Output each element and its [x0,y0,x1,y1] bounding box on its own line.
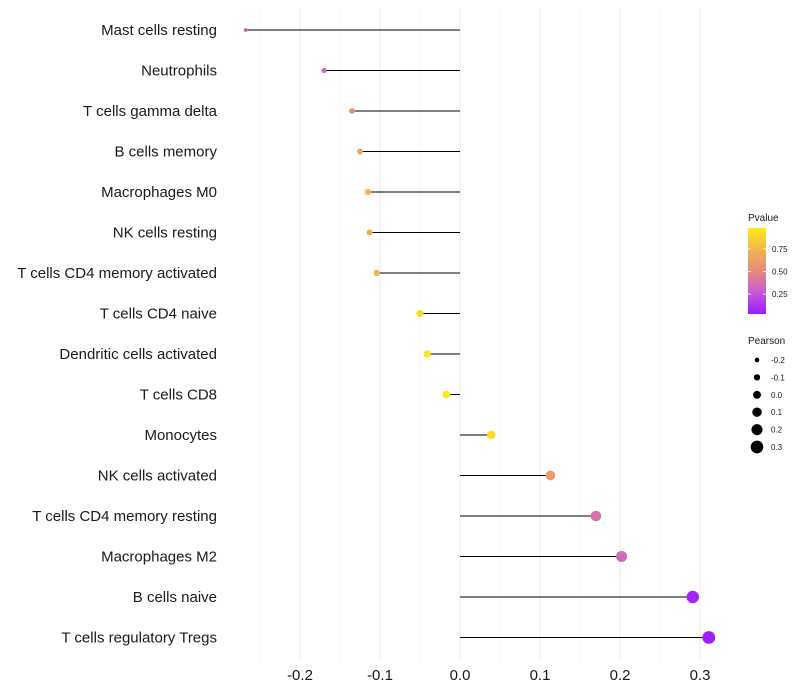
category-label: T cells CD4 memory resting [32,508,217,525]
x-tick-label: -0.1 [367,667,393,684]
category-label: T cells gamma delta [83,103,218,120]
lollipop-point [321,67,327,74]
lollipop-point [702,631,716,644]
x-tick-label: 0.0 [450,667,471,684]
category-label: Neutrophils [141,63,217,80]
category-label: NK cells activated [98,468,217,485]
lollipop-point [416,309,424,318]
pvalue-colorbar [748,228,766,314]
size-legend-key [751,424,763,436]
lollipop-point [590,510,602,522]
size-legend-key [754,357,760,363]
category-label: T cells CD4 memory activated [17,265,217,282]
size-legend-label: 0.3 [771,443,783,452]
grid-lines [259,8,701,660]
lollipop-point [357,148,363,155]
category-label: T cells regulatory Tregs [61,630,217,647]
lollipop-point [423,350,431,358]
size-legend-label: 0.2 [771,426,783,435]
x-tick-label: -0.2 [287,667,313,684]
colorbar-tick-label: 0.75 [772,245,788,254]
lollipop-point [442,390,451,399]
size-legend-label: -0.2 [771,356,785,365]
pearson-legend: Pearson -0.2 -0.1 0.0 0.1 0.2 0.3 [748,336,785,454]
category-label: NK cells resting [113,225,217,242]
category-label: B cells memory [114,144,217,161]
category-label: T cells CD4 naive [100,306,217,323]
lollipop-point [349,108,355,114]
category-label: Mast cells resting [101,22,217,39]
size-legend-label: 0.0 [771,391,783,400]
size-legend-label: -0.1 [771,373,785,382]
colorbar-tick-label: 0.25 [772,290,788,299]
size-legend-key [753,390,761,399]
lollipop-point [545,470,556,481]
pearson-legend-title: Pearson [748,336,785,347]
lollipop-sticks [245,29,709,638]
lollipop-point [364,188,372,196]
x-axis-ticks: -0.2 -0.1 0.0 0.1 0.2 0.3 [287,667,710,684]
lollipop-point [373,269,380,277]
lollipop-point [486,430,496,440]
x-tick-label: 0.1 [530,667,551,684]
lollipop-point [243,28,248,32]
category-label: Macrophages M2 [101,549,217,566]
category-label: Monocytes [144,427,217,444]
category-label: Dendritic cells activated [59,346,217,363]
size-legend-label: 0.1 [771,408,783,417]
lollipop-point [686,590,700,604]
x-tick-label: 0.2 [610,667,631,684]
pvalue-legend: Pvalue 0.75 0.50 0.25 [748,213,788,314]
x-tick-label: 0.3 [690,667,711,684]
size-legend-key [750,440,764,454]
category-label: Macrophages M0 [101,184,217,201]
pvalue-legend-title: Pvalue [748,213,779,224]
lollipop-point [616,550,628,563]
size-legend-key [752,407,762,417]
lollipop-points [243,28,716,644]
category-label: T cells CD8 [140,387,217,404]
size-legend-key [753,374,761,381]
lollipop-point [366,229,373,236]
category-label: B cells naive [133,589,217,606]
y-axis-labels: Mast cells resting Neutrophils T cells gam… [17,22,217,647]
colorbar-tick-label: 0.50 [772,267,788,276]
